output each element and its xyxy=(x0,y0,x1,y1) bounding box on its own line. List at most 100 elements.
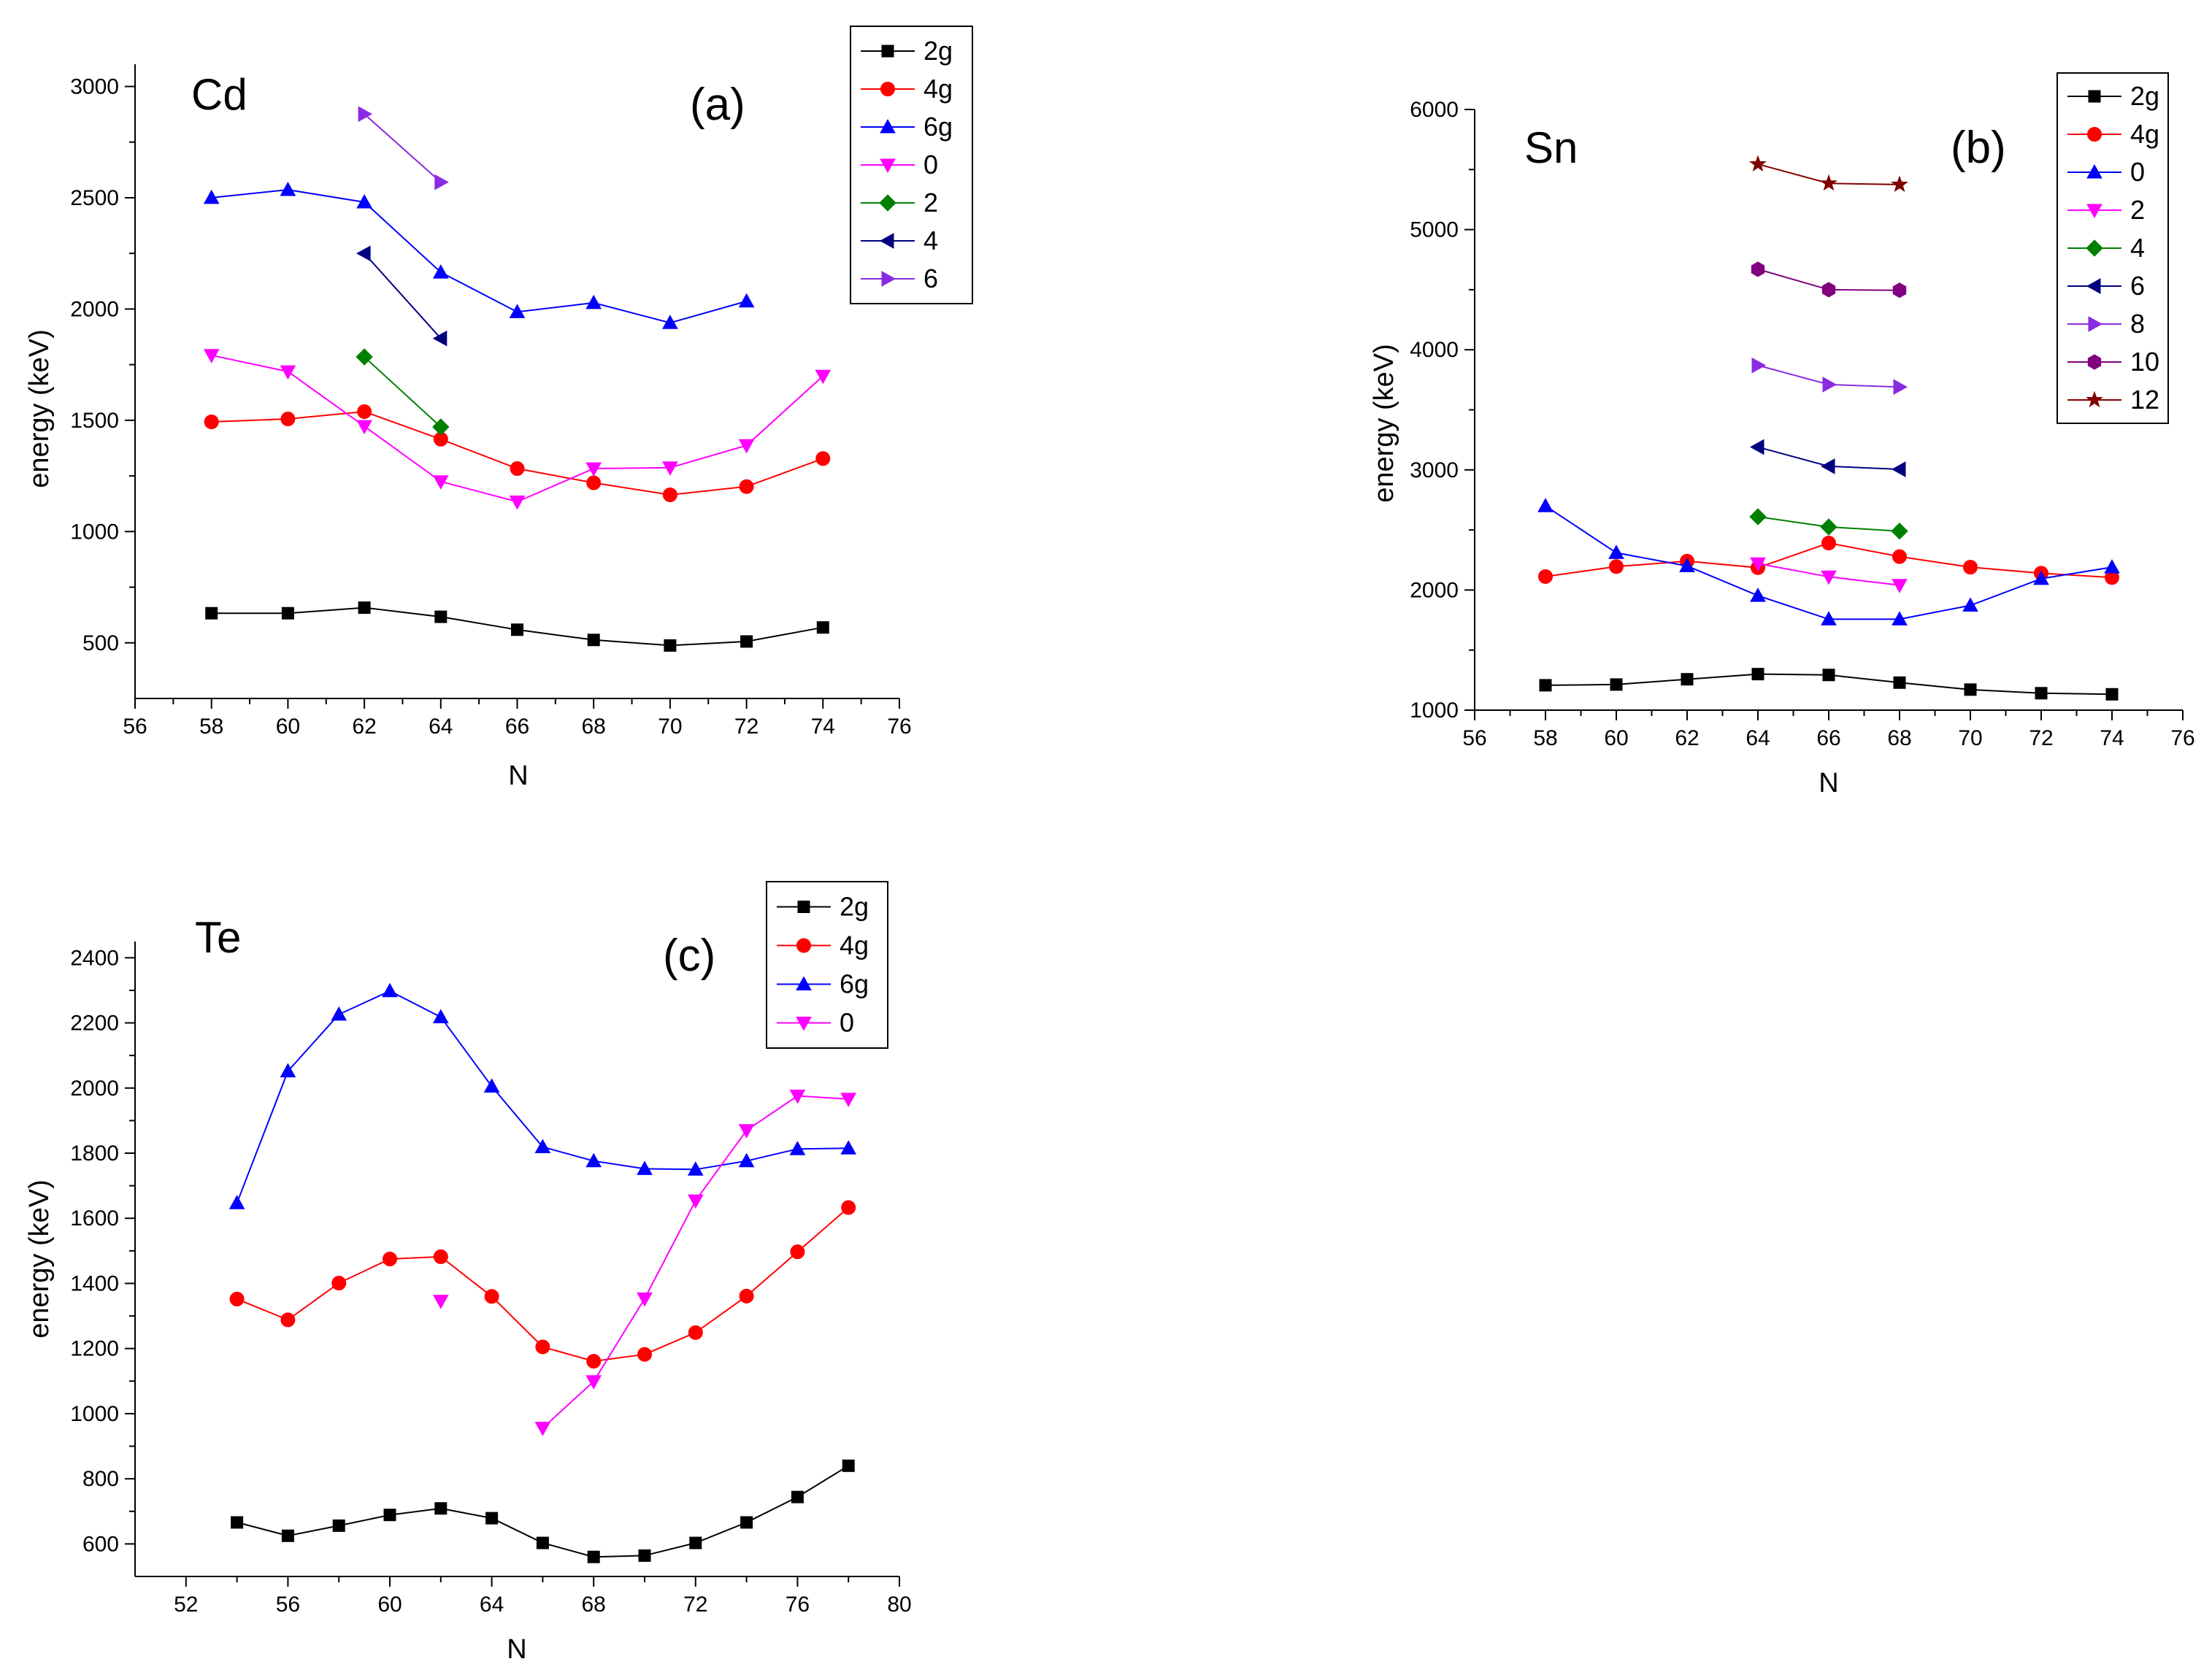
data-point-2 xyxy=(356,348,373,366)
data-point-0 xyxy=(1750,588,1766,602)
legend-marker-2g xyxy=(797,901,810,913)
series-2 xyxy=(1750,557,1908,593)
legend-label: 2 xyxy=(923,188,938,217)
x-tick-label: 52 xyxy=(174,1593,198,1617)
data-point-4g xyxy=(688,1325,703,1340)
series-line-2 xyxy=(364,356,442,428)
data-point-6g xyxy=(382,982,398,998)
data-point-2g xyxy=(358,601,371,615)
x-tick-label: 60 xyxy=(377,1593,402,1617)
y-tick-label: 3000 xyxy=(1410,458,1459,482)
data-point-0 xyxy=(509,496,526,510)
series-2g xyxy=(205,601,829,652)
x-tick-label: 58 xyxy=(1533,726,1557,750)
legend-label: 2g xyxy=(923,36,953,66)
data-point-6g xyxy=(356,193,372,209)
series-4g xyxy=(204,404,831,503)
series-4 xyxy=(356,245,448,347)
data-point-6g xyxy=(840,1140,857,1155)
x-tick-label: 60 xyxy=(1604,726,1628,750)
data-point-2g xyxy=(664,639,677,652)
data-point-4g xyxy=(1821,536,1836,551)
x-tick-label: 76 xyxy=(2170,726,2194,750)
legend-marker-4 xyxy=(2086,239,2103,257)
legend-label: 6 xyxy=(2130,271,2145,301)
x-tick-label: 56 xyxy=(276,1593,300,1617)
data-point-4g xyxy=(204,414,219,429)
legend-entry-0: 0 xyxy=(861,150,938,180)
data-point-2g xyxy=(842,1459,855,1472)
panel-cd-legend: 2g 4g 6g 0 2 4 6 xyxy=(850,26,973,304)
data-point-2g xyxy=(434,610,448,623)
data-point-4g xyxy=(433,1249,448,1264)
data-point-0 xyxy=(637,1292,653,1307)
panel-te-legend: 2g 4g 6g 0 xyxy=(766,881,888,1049)
data-point-4 xyxy=(356,245,371,262)
data-point-2g xyxy=(1822,669,1835,682)
data-point-0 xyxy=(1608,544,1624,559)
x-tick-label: 56 xyxy=(123,715,147,739)
data-point-6g xyxy=(203,189,220,204)
data-point-2g xyxy=(638,1549,651,1562)
legend-entry-6g: 6g xyxy=(777,969,869,999)
legend-marker-4g xyxy=(796,938,811,953)
data-point-12 xyxy=(1891,175,1908,192)
x-tick-label: 70 xyxy=(658,715,682,739)
legend-marker-2 xyxy=(2086,204,2102,219)
data-point-4g xyxy=(815,451,831,466)
data-point-4g xyxy=(1609,559,1624,574)
data-point-0 xyxy=(1537,498,1554,512)
y-tick-label: 800 xyxy=(82,1467,119,1491)
x-tick-label: 58 xyxy=(199,715,223,739)
legend-marker-0 xyxy=(796,1017,812,1031)
data-point-12 xyxy=(1749,155,1767,172)
y-tick-label: 500 xyxy=(82,631,119,655)
legend-label: 6g xyxy=(923,112,953,142)
legend-label: 6g xyxy=(840,969,869,999)
data-point-6g xyxy=(738,293,755,308)
data-point-2g xyxy=(434,1502,448,1515)
y-tick-label: 1000 xyxy=(70,520,119,544)
x-tick-label: 66 xyxy=(505,715,529,739)
series-6 xyxy=(358,106,449,190)
legend-entry-8: 8 xyxy=(2067,309,2145,339)
data-point-6g xyxy=(662,315,678,329)
panel-sn-plot xyxy=(1537,155,2120,701)
data-point-10 xyxy=(1751,261,1765,277)
x-tick-label: 70 xyxy=(1958,726,1982,750)
x-tick-label: 68 xyxy=(582,1593,606,1617)
series-line-6g xyxy=(211,188,747,324)
data-point-4g xyxy=(637,1347,652,1362)
series-0 xyxy=(203,349,832,510)
data-point-2g xyxy=(816,621,829,634)
data-point-4g xyxy=(739,1288,754,1304)
data-point-2g xyxy=(587,634,600,647)
data-point-8 xyxy=(1751,357,1767,374)
data-point-2g xyxy=(332,1519,345,1532)
y-tick-label: 1000 xyxy=(1410,698,1459,723)
legend-marker-6 xyxy=(2086,278,2101,294)
data-point-6g xyxy=(432,264,449,279)
x-tick-label: 68 xyxy=(1887,726,1911,750)
legend-marker-0 xyxy=(880,158,896,174)
panel-cd: 56 58 60 62 64 66 68 70 72 74 76500100015002000250… xyxy=(24,26,973,791)
data-point-6g xyxy=(509,304,526,318)
legend-entry-6: 6 xyxy=(2067,271,2145,301)
series-2g xyxy=(231,1459,855,1563)
x-tick-label: 76 xyxy=(786,1593,810,1617)
data-point-0 xyxy=(356,420,372,435)
data-point-4g xyxy=(280,412,296,427)
data-point-2g xyxy=(205,607,218,620)
data-point-12 xyxy=(1820,174,1837,191)
data-point-10 xyxy=(1892,282,1907,299)
panel-sn-axes: 56 58 60 62 64 66 68 70 72 74 76100020003000400050… xyxy=(1410,98,2194,750)
panel-te-plot xyxy=(229,982,857,1563)
x-tick-label: 80 xyxy=(887,1593,911,1617)
series-6g xyxy=(229,982,857,1209)
panel-cd-axes: 56 58 60 62 64 66 68 70 72 74 76 500 1000 1500 2000 250… xyxy=(70,64,912,739)
legend-label: 4 xyxy=(2130,233,2145,263)
data-point-6 xyxy=(358,106,373,123)
legend-entry-6g: 6g xyxy=(861,112,953,142)
legend-marker-4 xyxy=(879,233,894,249)
